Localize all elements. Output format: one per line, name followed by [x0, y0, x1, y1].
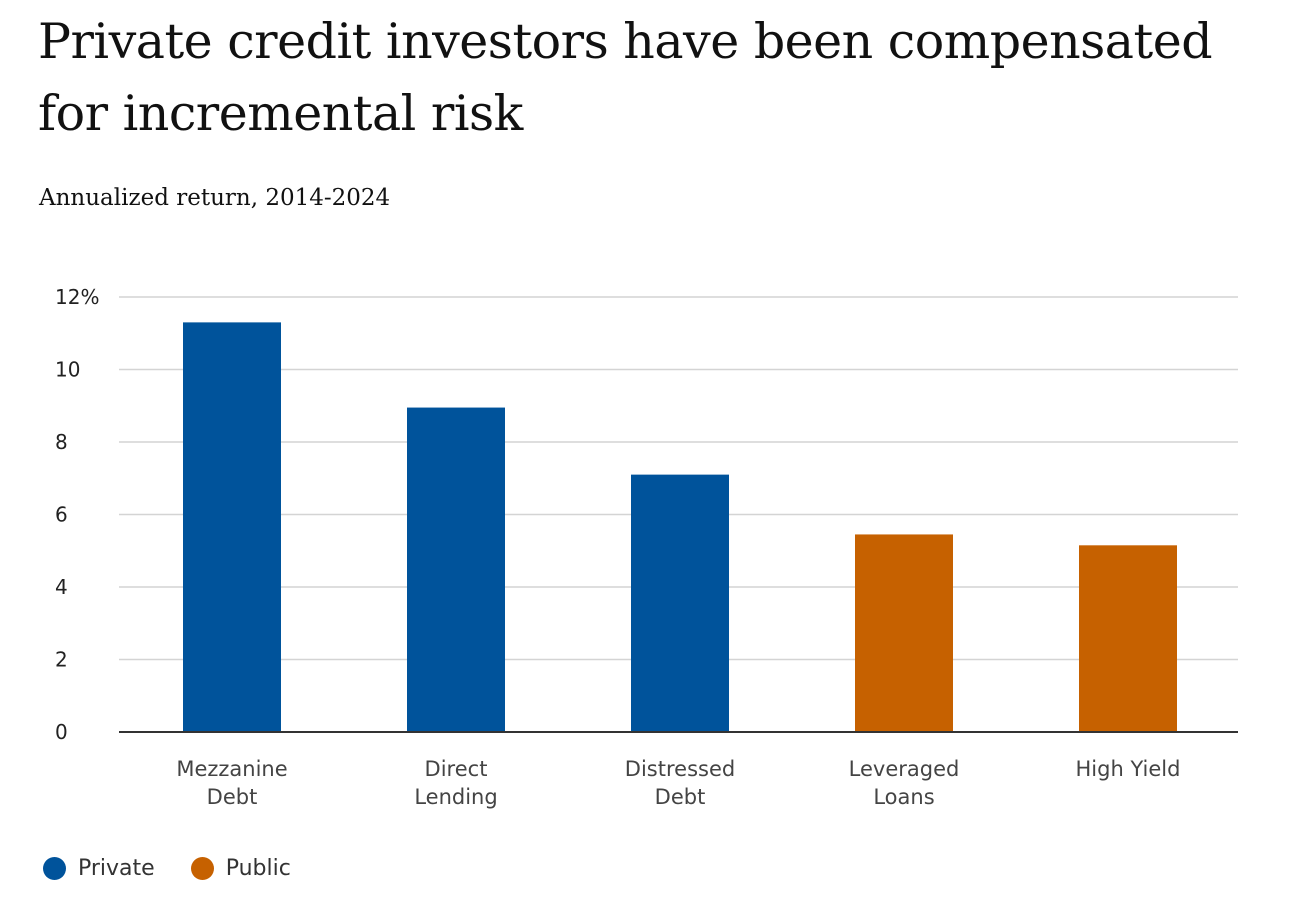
- y-tick-label: 8: [55, 430, 68, 454]
- legend-swatch-public: [190, 857, 214, 880]
- bar-distressed-debt: [631, 474, 729, 732]
- legend-label-public: Public: [225, 856, 291, 881]
- y-tick-label: 12%: [55, 285, 99, 309]
- y-tick-label: 10: [55, 358, 80, 382]
- bars: [183, 322, 1177, 732]
- y-tick-label: 6: [55, 503, 68, 527]
- bar-mezzanine-debt: [183, 322, 281, 732]
- chart-subtitle: Annualized return, 2014-2024: [39, 185, 391, 211]
- chart-title: Private credit investors have been compe…: [38, 13, 1213, 142]
- y-tick-label: 0: [55, 720, 68, 744]
- y-tick-label: 4: [55, 575, 68, 599]
- bar-direct-lending: [407, 407, 505, 732]
- x-tick-label-direct-lending: Direct Lending: [414, 757, 497, 809]
- bar-high-yield: [1079, 545, 1177, 732]
- legend-item-public: Public: [190, 856, 291, 881]
- legend-item-private: Private: [43, 856, 155, 881]
- x-tick-label-mezzanine-debt: Mezzanine Debt: [176, 757, 287, 809]
- y-tick-label: 2: [55, 648, 68, 672]
- x-tick-label-leveraged-loans: Leveraged Loans: [849, 757, 960, 809]
- labels: 0 2 4 6 8 10 12% Mezzanine Debt Direct Lending Dist…: [55, 285, 1180, 809]
- x-tick-label-distressed-debt: Distressed Debt: [625, 757, 735, 809]
- x-tick-label-high-yield: High Yield: [1076, 757, 1181, 781]
- bar-chart: 0 2 4 6 8 10 12% Mezzanine Debt Direct Lending Dist…: [55, 285, 1238, 809]
- legend-label-private: Private: [78, 856, 155, 881]
- gridlines: [119, 296, 1238, 661]
- legend-swatch-private: [43, 857, 66, 880]
- legend: Private Public: [43, 856, 327, 881]
- bar-leveraged-loans: [855, 534, 953, 732]
